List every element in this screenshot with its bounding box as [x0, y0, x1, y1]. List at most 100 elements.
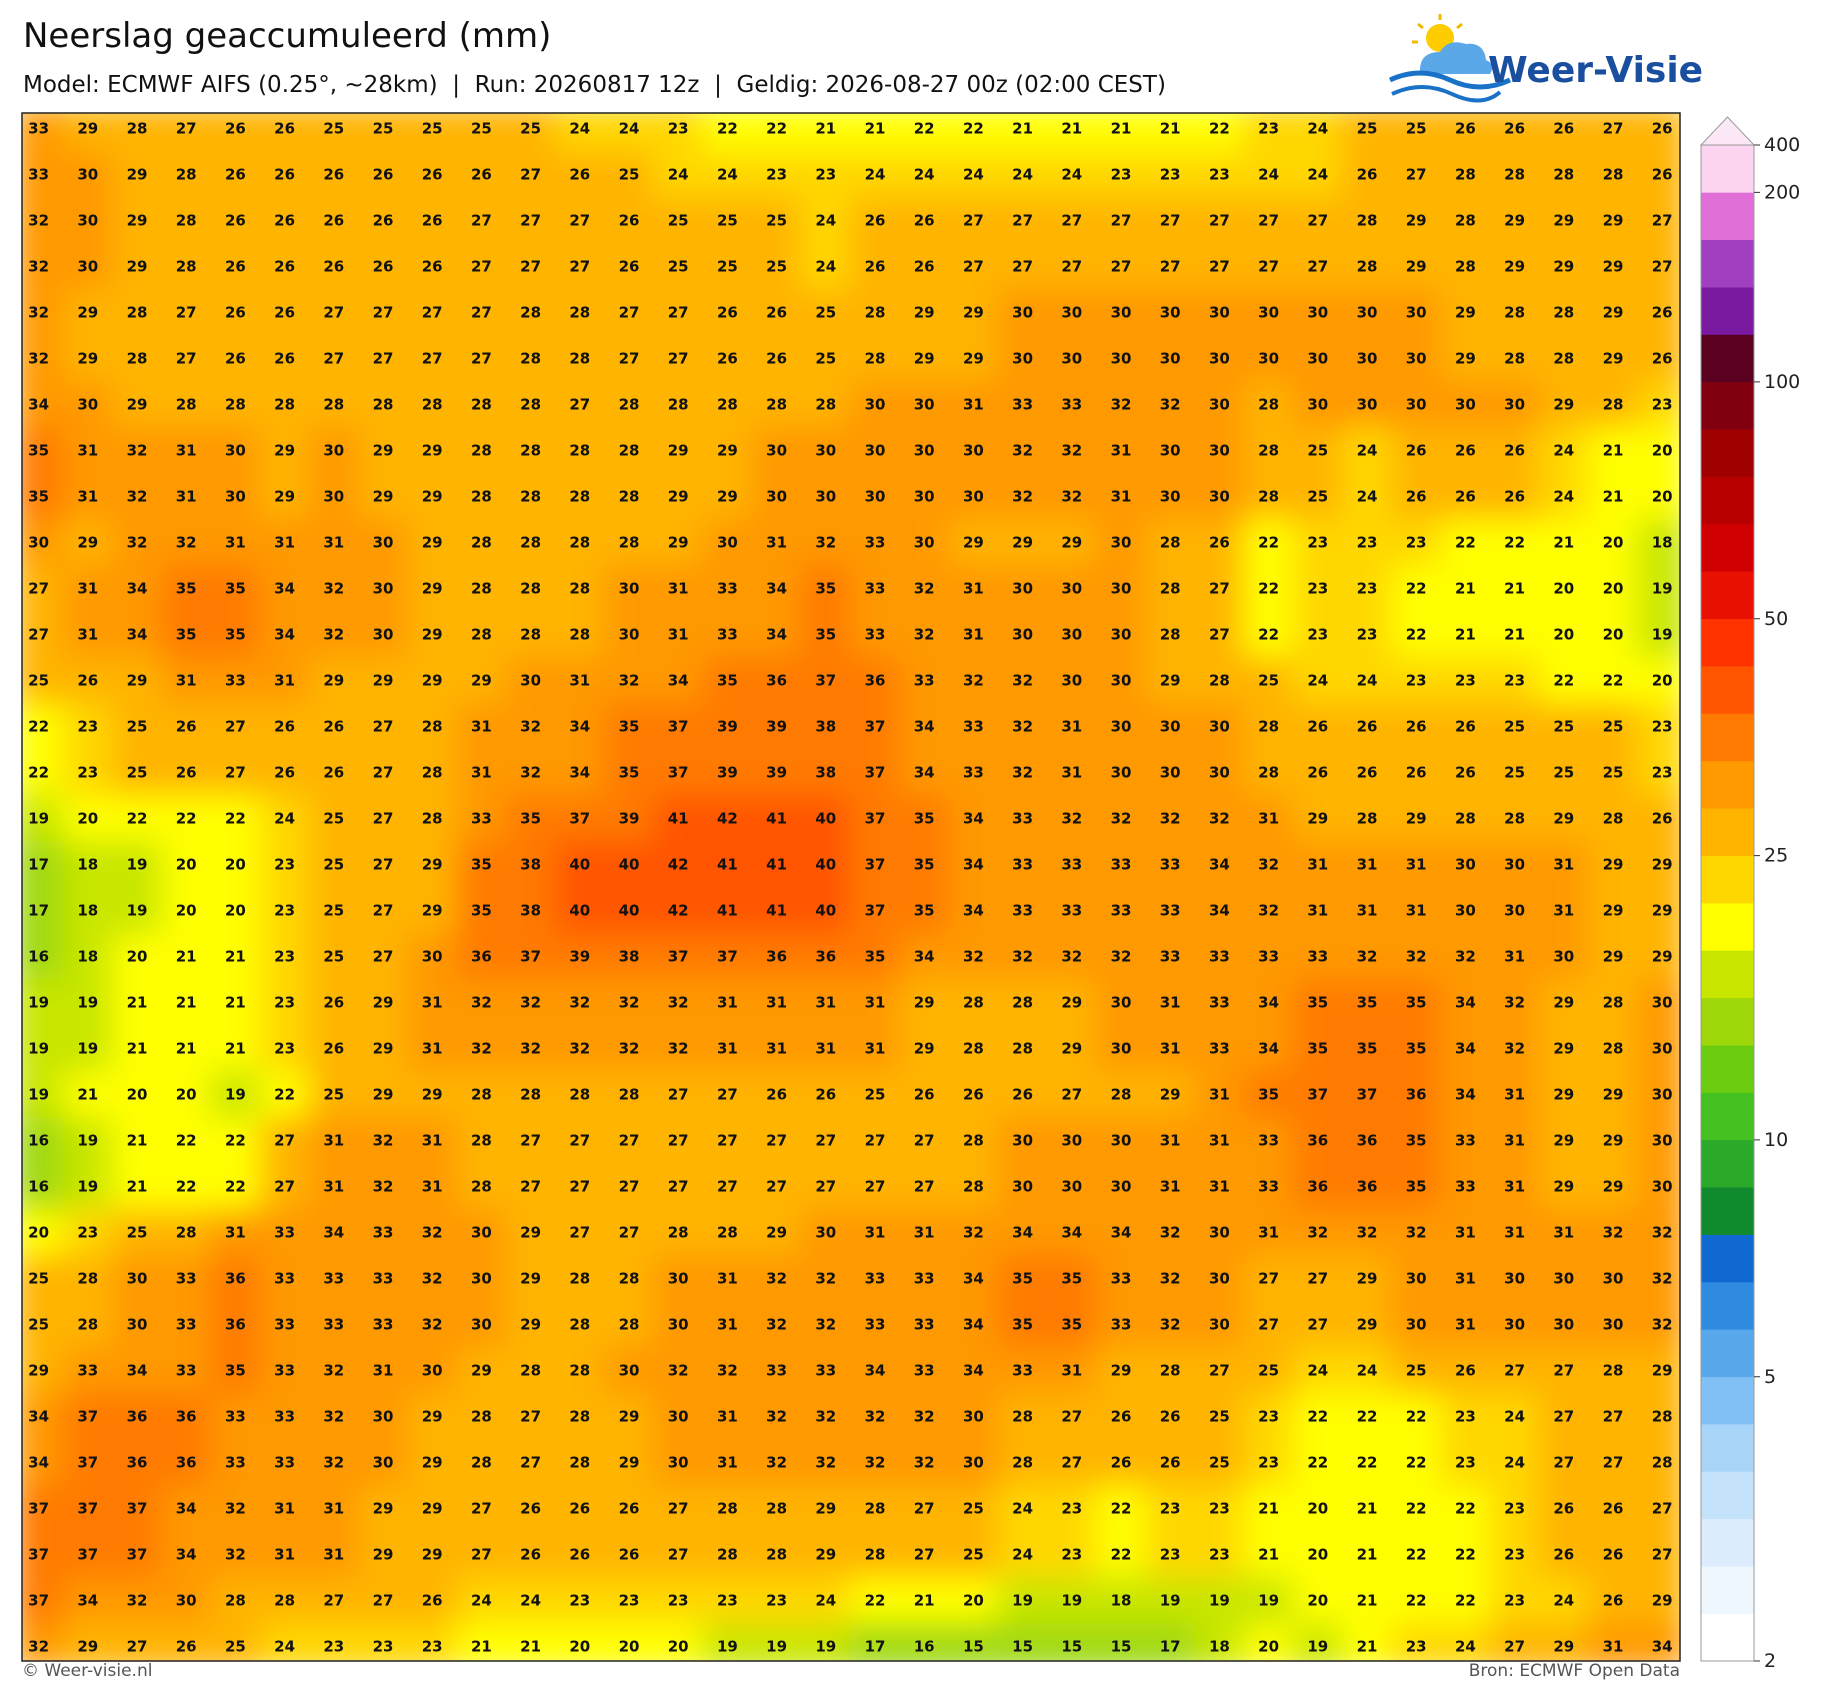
precip-cell [899, 611, 950, 659]
grid-value: 32 [1455, 948, 1476, 966]
grid-value: 30 [1652, 1178, 1673, 1196]
grid-value: 34 [28, 396, 49, 414]
grid-value: 30 [766, 442, 787, 460]
grid-value: 29 [1307, 810, 1328, 828]
precip-cell [505, 933, 556, 981]
grid-value: 19 [28, 1040, 49, 1058]
precip-cell [899, 887, 950, 935]
grid-value: 32 [963, 948, 984, 966]
precip-cell [22, 197, 64, 245]
grid-value: 22 [274, 1086, 295, 1104]
precip-cell [1489, 1025, 1540, 1073]
grid-value: 27 [668, 1086, 689, 1104]
precip-cell [1046, 473, 1097, 521]
precip-cell [407, 1439, 458, 1487]
precip-cell [800, 1531, 851, 1579]
precip-cell [210, 1025, 261, 1073]
grid-value: 30 [373, 1454, 394, 1472]
grid-value: 28 [471, 580, 492, 598]
precip-cell [1440, 473, 1491, 521]
grid-value: 37 [28, 1546, 49, 1564]
grid-value: 32 [569, 994, 590, 1012]
precip-cell [1440, 1623, 1491, 1661]
grid-value: 26 [766, 1086, 787, 1104]
precip-cell [1243, 243, 1294, 291]
precip-cell [62, 841, 113, 889]
grid-value: 29 [1553, 810, 1574, 828]
precip-cell [1243, 427, 1294, 475]
grid-value: 21 [1455, 580, 1476, 598]
precip-cell [407, 749, 458, 797]
precip-cell [1145, 427, 1196, 475]
precip-cell [62, 151, 113, 199]
precip-cell [948, 1577, 999, 1625]
precip-cell [62, 933, 113, 981]
precip-cell [1292, 335, 1343, 383]
grid-value: 19 [77, 1178, 98, 1196]
grid-value: 27 [323, 1592, 344, 1610]
grid-value: 25 [815, 304, 836, 322]
precip-cell [1341, 1577, 1393, 1625]
precip-cell [1637, 565, 1680, 613]
grid-value: 16 [28, 1132, 49, 1150]
grid-value: 21 [1258, 1500, 1279, 1518]
precip-cell [308, 933, 359, 981]
precip-cell [1341, 113, 1393, 153]
grid-value: 28 [1258, 718, 1279, 736]
precip-cell [1637, 1025, 1680, 1073]
precip-cell [1046, 289, 1097, 337]
grid-value: 30 [1307, 350, 1328, 368]
precip-cell [505, 1531, 556, 1579]
precip-cell [1391, 1439, 1442, 1487]
grid-value: 24 [619, 120, 640, 138]
grid-value: 31 [323, 1500, 344, 1518]
grid-value: 37 [865, 810, 886, 828]
grid-value: 35 [225, 1362, 246, 1380]
grid-value: 30 [373, 626, 394, 644]
grid-value: 29 [1504, 258, 1525, 276]
grid-value: 24 [569, 120, 590, 138]
precip-cell [1292, 933, 1343, 981]
grid-value: 26 [1455, 1362, 1476, 1380]
precip-cell [1194, 933, 1245, 981]
precip-cell [899, 381, 950, 429]
precip-cell [1489, 427, 1540, 475]
precip-cell [1587, 381, 1639, 429]
grid-value: 28 [520, 1086, 541, 1104]
precip-cell [1145, 703, 1196, 751]
precip-cell [1538, 1531, 1589, 1579]
grid-value: 28 [471, 1132, 492, 1150]
grid-value: 33 [1258, 948, 1279, 966]
grid-value: 19 [28, 994, 49, 1012]
grid-value: 25 [1209, 1454, 1230, 1472]
precip-cell [22, 1531, 64, 1579]
grid-value: 24 [1307, 166, 1328, 184]
precip-cell [1489, 381, 1540, 429]
precip-cell [751, 473, 802, 521]
grid-value: 29 [1652, 1362, 1673, 1380]
precip-cell [1440, 335, 1491, 383]
precip-cell [456, 887, 507, 935]
precip-cell [800, 749, 851, 797]
precip-cell [800, 1439, 851, 1487]
grid-value: 23 [717, 1592, 738, 1610]
grid-value: 23 [1652, 718, 1673, 736]
precip-cell [800, 611, 851, 659]
precip-cell [456, 473, 507, 521]
precip-cell [62, 1301, 113, 1349]
grid-value: 28 [422, 718, 443, 736]
precip-cell [1046, 841, 1097, 889]
grid-value: 33 [323, 1270, 344, 1288]
precip-cell [210, 113, 261, 153]
grid-value: 29 [1553, 994, 1574, 1012]
precip-cell [161, 1255, 212, 1303]
grid-value: 29 [1603, 902, 1624, 920]
precip-cell [603, 197, 655, 245]
grid-value: 28 [1603, 1040, 1624, 1058]
grid-value: 23 [1455, 1408, 1476, 1426]
grid-value: 28 [717, 1546, 738, 1564]
grid-value: 32 [1012, 764, 1033, 782]
precip-cell [653, 1623, 704, 1661]
precip-cell [456, 1439, 507, 1487]
grid-value: 31 [471, 764, 492, 782]
